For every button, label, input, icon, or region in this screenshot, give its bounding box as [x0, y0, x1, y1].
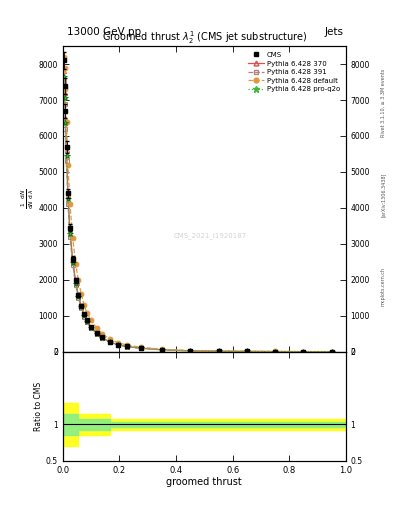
Title: Groomed thrust $\lambda_2^1$ (CMS jet substructure): Groomed thrust $\lambda_2^1$ (CMS jet su…: [102, 29, 307, 46]
Text: CMS_2021_I1920187: CMS_2021_I1920187: [173, 232, 247, 239]
Legend: CMS, Pythia 6.428 370, Pythia 6.428 391, Pythia 6.428 default, Pythia 6.428 pro-: CMS, Pythia 6.428 370, Pythia 6.428 391,…: [246, 50, 342, 95]
X-axis label: groomed thrust: groomed thrust: [167, 477, 242, 487]
Text: 13000 GeV pp: 13000 GeV pp: [67, 27, 141, 37]
Text: [arXiv:1306.3438]: [arXiv:1306.3438]: [381, 173, 386, 217]
Y-axis label: Ratio to CMS: Ratio to CMS: [34, 381, 43, 431]
Text: Jets: Jets: [325, 27, 344, 37]
Text: mcplots.cern.ch: mcplots.cern.ch: [381, 267, 386, 306]
Y-axis label: $\frac{1}{\mathrm{d}N}\,\frac{\mathrm{d}N}{\mathrm{d}\,\lambda}$: $\frac{1}{\mathrm{d}N}\,\frac{\mathrm{d}…: [19, 188, 36, 209]
Text: Rivet 3.1.10, ≥ 3.3M events: Rivet 3.1.10, ≥ 3.3M events: [381, 68, 386, 137]
